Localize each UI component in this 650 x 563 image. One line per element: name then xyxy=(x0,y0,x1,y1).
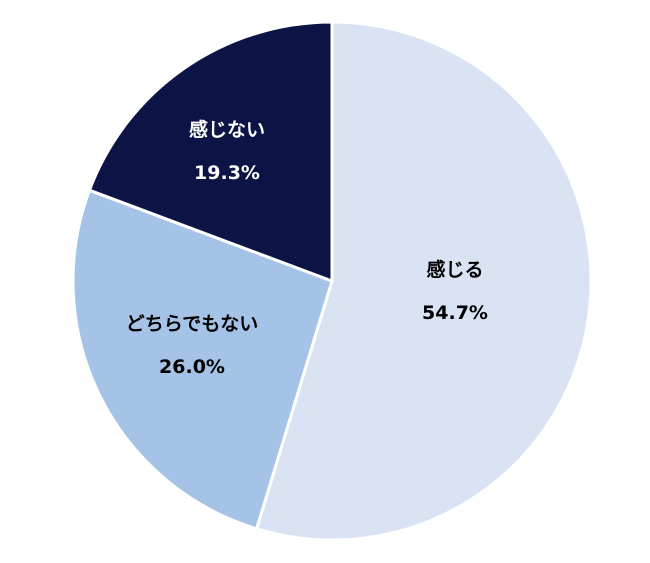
slice-value-label-2: 19.3% xyxy=(194,162,260,184)
slice-label-2: 感じない xyxy=(189,118,265,141)
pie-slice-1 xyxy=(71,188,334,531)
slice-label-0: 感じる xyxy=(426,258,483,281)
slice-value-label-1: 26.0% xyxy=(159,356,225,378)
slice-value-label-0: 54.7% xyxy=(422,302,488,324)
pie-slice-0 xyxy=(254,20,593,542)
pie-slice-2 xyxy=(87,20,334,284)
slice-label-1: どちらでもない xyxy=(126,313,258,335)
